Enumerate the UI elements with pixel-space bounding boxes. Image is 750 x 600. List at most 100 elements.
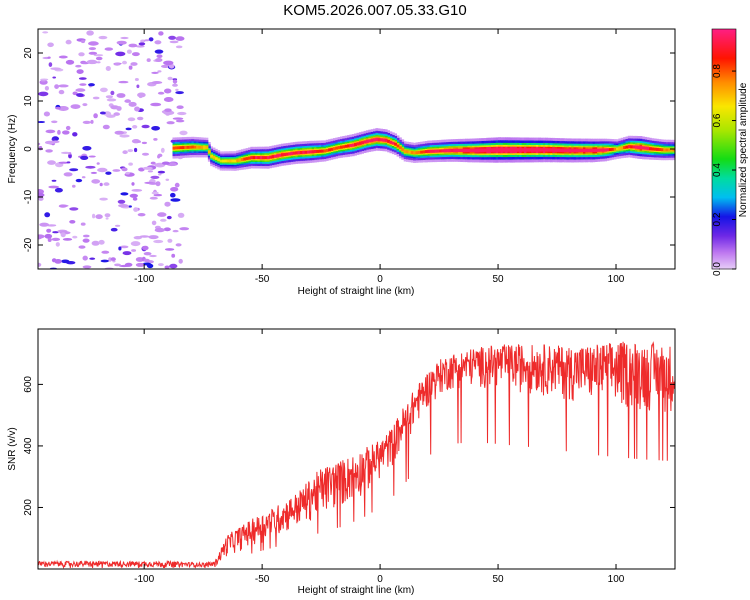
- noise-speckle: [44, 233, 53, 239]
- colorbar-cell: [712, 83, 736, 85]
- colorbar: 0.0 0.2 0.4 0.6 0.8 Normalized spectral ampl…: [711, 28, 749, 276]
- noise-speckle: [85, 165, 96, 169]
- colorbar-cell: [712, 96, 736, 98]
- noise-speckle: [82, 234, 90, 238]
- ridge-cell: [396, 144, 400, 148]
- ridge-cell: [604, 148, 608, 152]
- colorbar-cell: [712, 54, 736, 56]
- noise-speckle: [153, 193, 163, 197]
- noise-speckle: [48, 62, 53, 67]
- colorbar-cell: [712, 74, 736, 76]
- x-tick-label: 0: [377, 574, 383, 585]
- colorbar-cell: [712, 77, 736, 79]
- ridge-cell: [252, 156, 256, 160]
- ridge-cell: [186, 145, 190, 149]
- colorbar-cell: [712, 186, 736, 188]
- noise-speckle: [170, 192, 176, 198]
- y-tick-label: -10: [23, 189, 34, 204]
- noise-speckle: [86, 59, 98, 65]
- noise-speckle: [133, 207, 139, 212]
- colorbar-cell: [712, 184, 736, 186]
- colorbar-cell: [712, 52, 736, 54]
- ridge-cell: [583, 148, 586, 153]
- colorbar-cell: [712, 47, 736, 49]
- colorbar-cell: [712, 64, 736, 66]
- y-tick-label: 10: [23, 95, 34, 107]
- colorbar-cell: [712, 207, 736, 209]
- ridge-cell: [460, 148, 464, 152]
- colorbar-cell: [712, 156, 736, 158]
- colorbar-cell: [712, 67, 736, 69]
- noise-speckle: [75, 64, 82, 68]
- ridge-cell: [564, 148, 567, 153]
- ridge-cell: [269, 155, 273, 159]
- noise-speckle: [155, 58, 163, 62]
- ridge-cell: [429, 149, 433, 153]
- colorbar-cell: [712, 68, 736, 70]
- noise-speckle: [89, 257, 96, 260]
- ridge-cell: [507, 148, 511, 152]
- noise-speckle: [175, 45, 183, 49]
- ridge-cell: [361, 141, 365, 145]
- colorbar-cell: [712, 104, 736, 106]
- colorbar-tick-label: 0.6: [712, 113, 723, 127]
- noise-speckle: [169, 263, 178, 269]
- noise-speckle: [161, 64, 170, 68]
- ridge-cell: [302, 150, 306, 154]
- noise-speckle: [128, 101, 137, 107]
- ridge-cell: [399, 146, 402, 150]
- noise-speckle: [160, 147, 165, 153]
- noise-speckle: [126, 49, 132, 54]
- ridge-cell: [540, 148, 544, 152]
- noise-speckle: [102, 124, 110, 130]
- ridge-cell: [547, 148, 551, 152]
- colorbar-cell: [712, 262, 736, 264]
- ridge-cell: [554, 148, 558, 152]
- ridge-cell: [455, 148, 459, 152]
- noise-speckle: [51, 237, 61, 241]
- ridge-cell: [427, 149, 431, 153]
- colorbar-cell: [712, 196, 736, 198]
- noise-speckle: [80, 39, 86, 44]
- noise-speckle: [164, 265, 170, 269]
- colorbar-cell: [712, 66, 736, 68]
- noise-speckle: [175, 91, 184, 95]
- noise-speckle: [115, 224, 121, 227]
- noise-speckle: [146, 58, 151, 62]
- noise-speckle: [120, 36, 129, 40]
- ridge-cell: [667, 148, 671, 152]
- noise-speckle: [175, 36, 185, 41]
- ridge-cell: [465, 148, 468, 153]
- noise-speckle: [81, 176, 86, 179]
- noise-speckle: [69, 220, 76, 224]
- noise-speckle: [51, 120, 58, 124]
- ridge-cell: [172, 146, 176, 150]
- ridge-cell: [271, 155, 275, 159]
- ridge-cell: [580, 148, 584, 153]
- noise-speckle: [175, 88, 179, 91]
- noise-speckle: [172, 79, 178, 84]
- noise-speckle: [105, 171, 112, 175]
- ridge-cell: [264, 156, 268, 160]
- noise-speckle: [93, 54, 104, 57]
- noise-speckle: [38, 142, 41, 146]
- noise-speckle: [137, 116, 144, 121]
- ridge-cell: [203, 146, 206, 149]
- colorbar-cell: [712, 135, 736, 137]
- colorbar-cell: [712, 45, 736, 47]
- ridge-cell: [316, 149, 320, 153]
- colorbar-cell: [712, 239, 736, 241]
- noise-speckle: [131, 189, 143, 192]
- ridge-cell: [321, 149, 324, 153]
- colorbar-cell: [712, 53, 736, 55]
- ridge-cell: [521, 148, 525, 152]
- ridge-cell: [384, 138, 388, 142]
- ridge-cell: [634, 145, 638, 149]
- spectrogram-y-label: Frequency (Hz): [7, 115, 18, 184]
- noise-speckle: [125, 171, 130, 175]
- colorbar-cell: [712, 121, 736, 123]
- noise-speckle: [88, 41, 99, 46]
- ridge-cell: [481, 148, 485, 152]
- colorbar-cell: [712, 218, 736, 220]
- noise-speckle: [96, 61, 101, 64]
